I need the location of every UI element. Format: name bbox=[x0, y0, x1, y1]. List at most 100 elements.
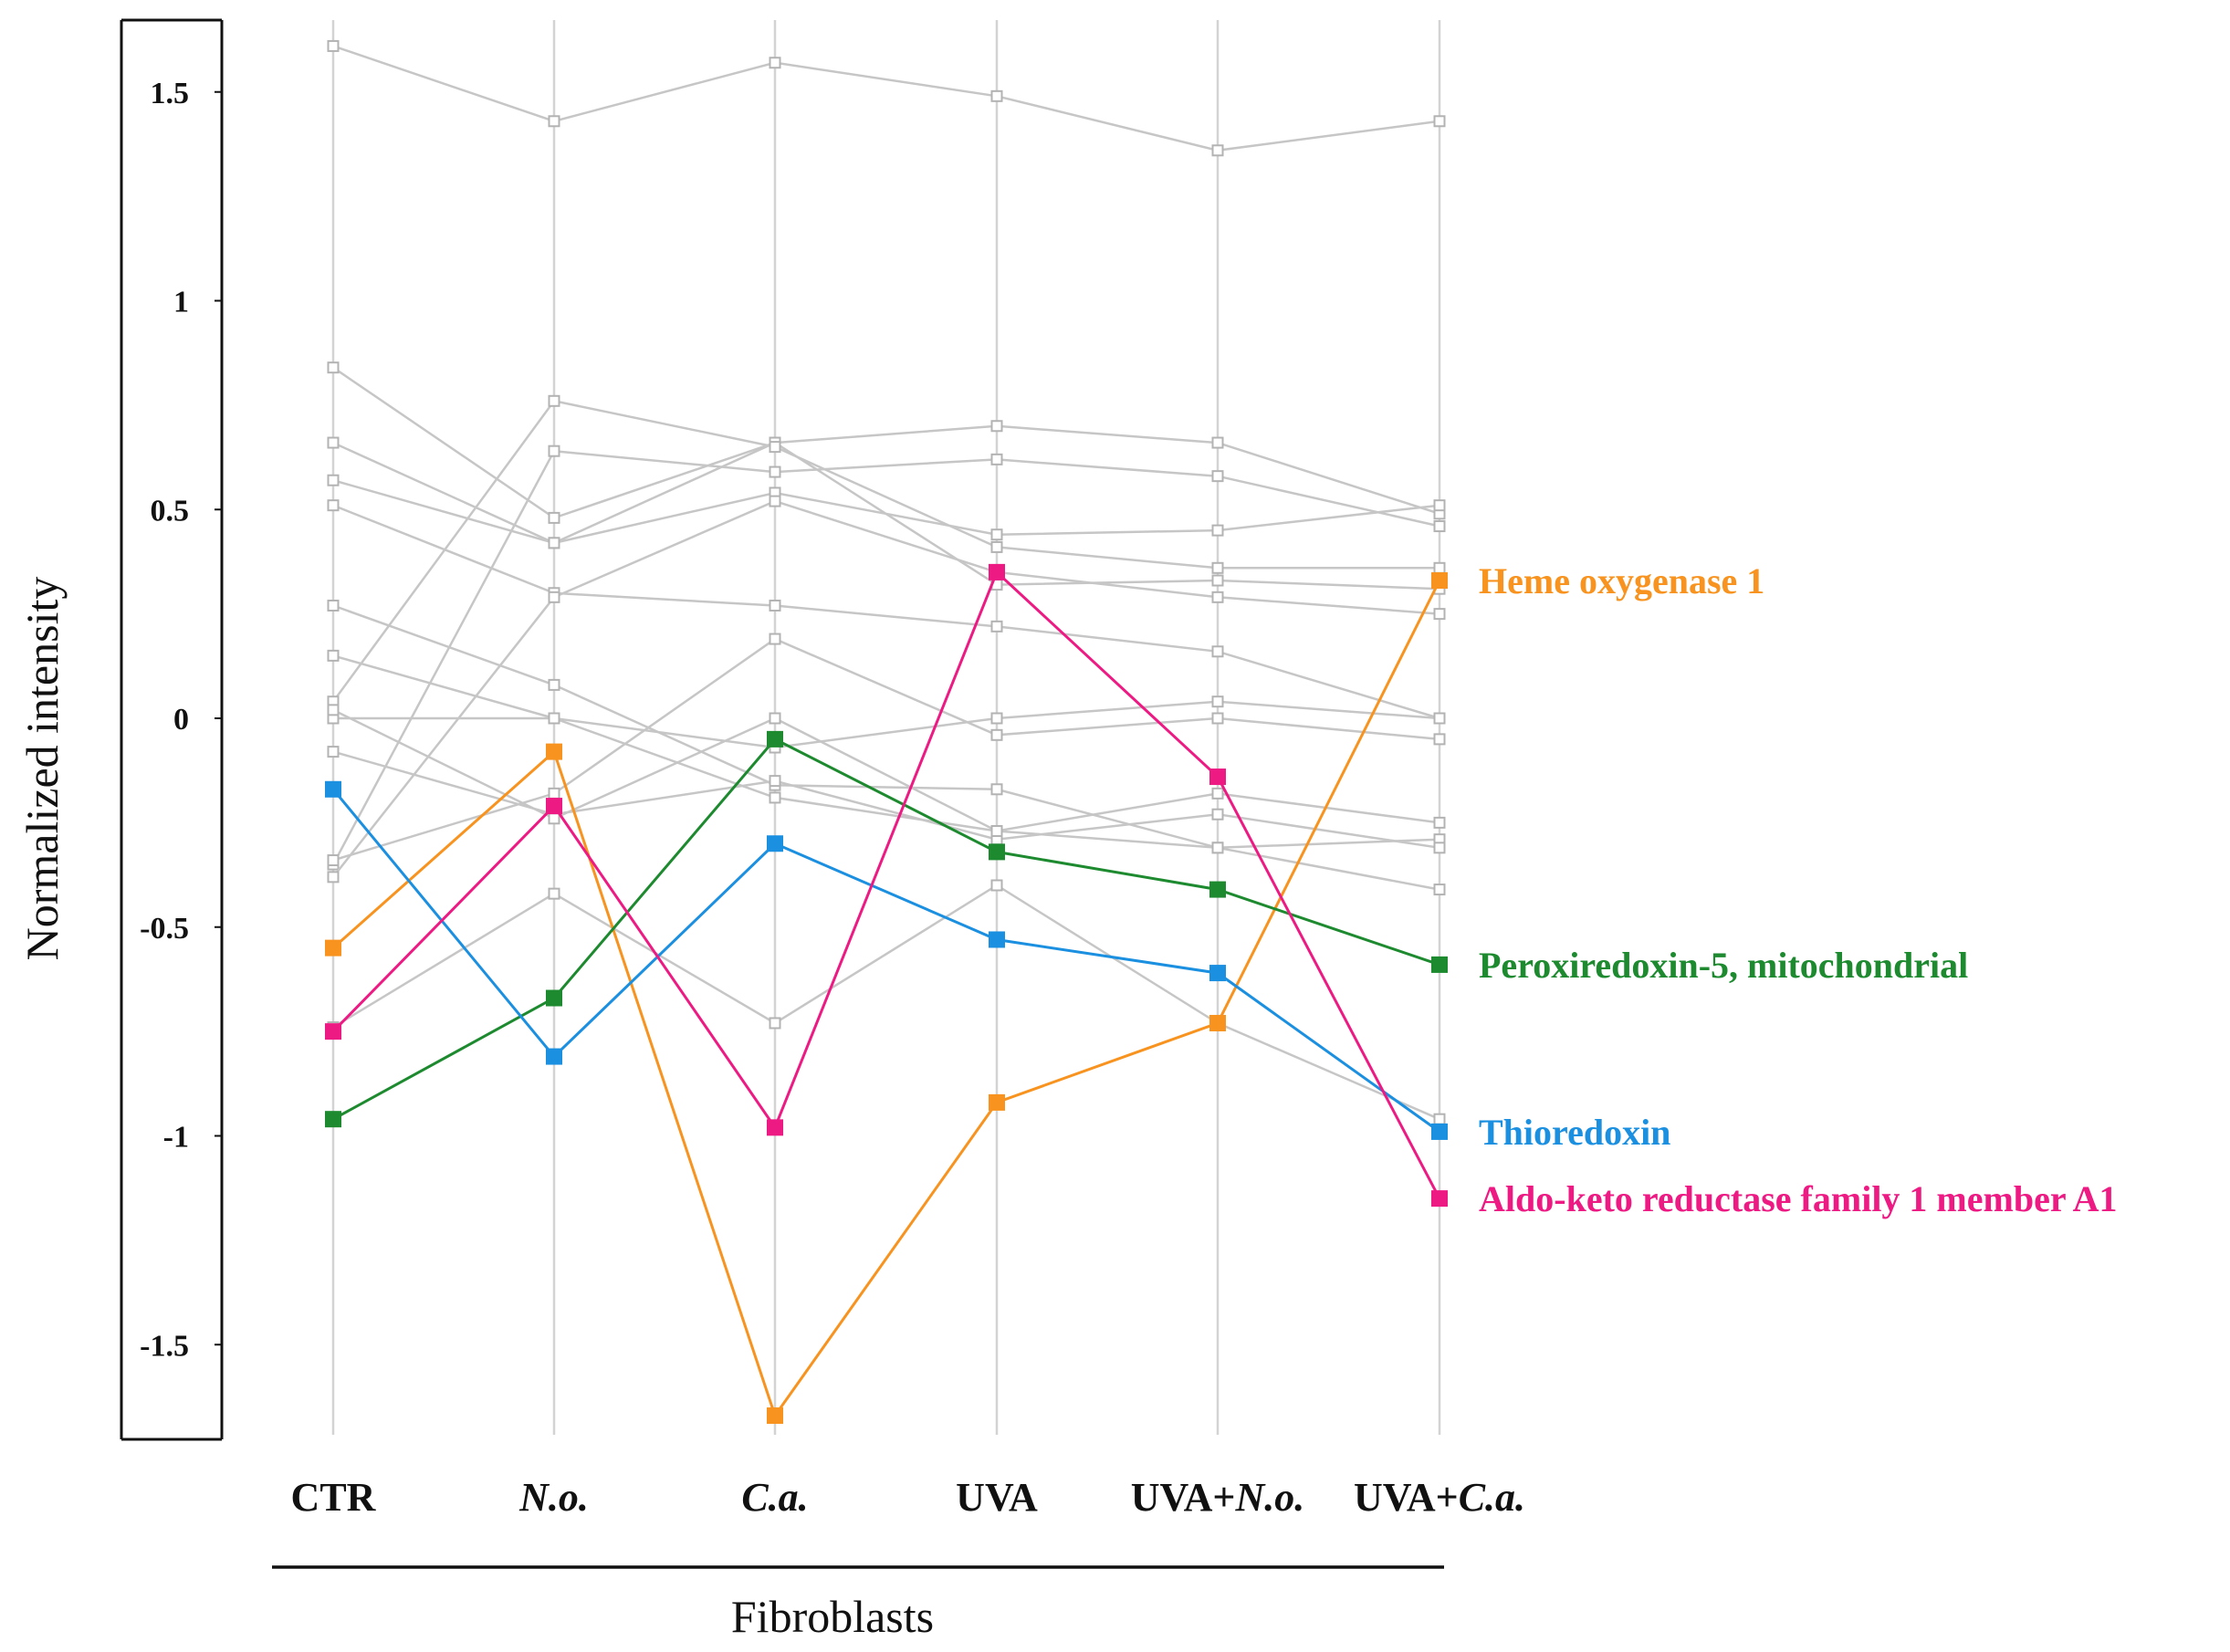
background-point bbox=[327, 704, 340, 716]
background-point bbox=[1211, 787, 1224, 800]
background-point bbox=[769, 775, 781, 788]
x-tick-label: UVA+C.a. bbox=[1354, 1475, 1525, 1520]
background-point bbox=[548, 591, 560, 603]
series-point bbox=[767, 1119, 783, 1136]
background-point bbox=[769, 465, 781, 478]
series-point bbox=[767, 730, 783, 748]
series-point bbox=[546, 989, 562, 1007]
background-line bbox=[332, 637, 1440, 862]
x-tick-label-italic: N.o. bbox=[518, 1475, 589, 1520]
background-point bbox=[327, 436, 340, 449]
background-point bbox=[1211, 470, 1224, 483]
background-line bbox=[332, 504, 1440, 720]
background-line bbox=[332, 45, 1440, 152]
series-point bbox=[546, 798, 562, 815]
background-point bbox=[990, 825, 1003, 838]
background-point bbox=[1433, 816, 1446, 829]
background-point bbox=[327, 474, 340, 486]
series-point bbox=[1209, 881, 1226, 898]
background-point bbox=[769, 633, 781, 645]
background-series-0 bbox=[327, 39, 1446, 157]
background-series-14 bbox=[327, 633, 1446, 867]
series-point bbox=[989, 563, 1005, 580]
background-series-1 bbox=[327, 361, 1446, 524]
background-point bbox=[1211, 645, 1224, 658]
background-point bbox=[990, 620, 1003, 633]
background-point bbox=[1433, 561, 1446, 574]
series-point bbox=[1431, 1123, 1448, 1140]
background-point bbox=[990, 420, 1003, 433]
background-point bbox=[548, 537, 560, 549]
background-series-2 bbox=[327, 436, 1446, 549]
background-point bbox=[327, 854, 340, 867]
series-point bbox=[325, 780, 341, 798]
background-point bbox=[327, 649, 340, 662]
series-labels: Heme oxygenase 1 Peroxiredoxin-5, mitocho… bbox=[1479, 560, 2118, 1219]
y-tick-label: 0 bbox=[173, 703, 189, 737]
background-point bbox=[769, 57, 781, 69]
y-tick-label: 1.5 bbox=[151, 77, 190, 110]
background-series-4 bbox=[327, 499, 1446, 725]
x-tick-label-italic: N.o. bbox=[1234, 1475, 1304, 1520]
series-point bbox=[1431, 1190, 1448, 1208]
background-point bbox=[548, 887, 560, 900]
x-tick-label-italic: C.a. bbox=[741, 1475, 808, 1520]
highlighted-series-group bbox=[325, 563, 1448, 1425]
background-point bbox=[1211, 561, 1224, 574]
background-series-7 bbox=[327, 394, 1446, 708]
background-line bbox=[331, 449, 1440, 865]
x-tick-label-italic: C.a. bbox=[1459, 1475, 1525, 1520]
background-point bbox=[1211, 436, 1224, 449]
background-point bbox=[548, 444, 560, 457]
background-point bbox=[990, 528, 1003, 541]
series-point bbox=[1209, 965, 1226, 982]
series-point bbox=[989, 843, 1005, 861]
background-point bbox=[548, 812, 560, 825]
series-peroxiredoxin-5-mitochondrial bbox=[325, 730, 1448, 1128]
background-line bbox=[331, 399, 1440, 703]
background-point bbox=[327, 746, 340, 758]
x-axis: CTR N.o. C.a. UVA UVA+N.o. UVA+C.a. bbox=[272, 1475, 1525, 1569]
x-tick-label-prefix: UVA+ bbox=[1354, 1475, 1459, 1520]
background-point bbox=[1211, 808, 1224, 821]
background-point bbox=[769, 712, 781, 725]
background-point bbox=[990, 728, 1003, 741]
y-tick-label: -0.5 bbox=[140, 912, 189, 946]
background-point bbox=[1433, 842, 1446, 854]
background-series-9 bbox=[327, 746, 1446, 854]
background-point bbox=[769, 1017, 781, 1030]
background-point bbox=[769, 791, 781, 804]
series-label-heme-oxygenase-1: Heme oxygenase 1 bbox=[1479, 560, 1764, 601]
background-point bbox=[548, 511, 560, 524]
background-line bbox=[332, 366, 1440, 519]
vertical-gridlines bbox=[331, 20, 1441, 1435]
x-tick-label-prefix: CTR bbox=[291, 1475, 377, 1520]
background-line bbox=[332, 708, 1440, 832]
background-point bbox=[1211, 144, 1224, 157]
series-line bbox=[332, 580, 1441, 1419]
x-tick-label: N.o. bbox=[518, 1475, 589, 1520]
background-line bbox=[333, 700, 1440, 749]
series-point bbox=[989, 1093, 1005, 1111]
series-point bbox=[1431, 956, 1448, 973]
background-point bbox=[990, 89, 1003, 102]
background-series-12 bbox=[327, 704, 1446, 838]
background-point bbox=[327, 361, 340, 374]
series-point bbox=[767, 835, 783, 852]
background-point bbox=[548, 115, 560, 128]
y-axis-label: Normalized intensity bbox=[16, 577, 68, 961]
series-label-peroxiredoxin-5-mitochondrial: Peroxiredoxin-5, mitochondrial bbox=[1479, 945, 1968, 986]
background-point bbox=[990, 540, 1003, 553]
background-series-group bbox=[327, 39, 1446, 1125]
series-point bbox=[1209, 768, 1226, 786]
background-point bbox=[1433, 712, 1446, 725]
series-point bbox=[325, 1023, 341, 1040]
background-series-8 bbox=[327, 695, 1446, 754]
series-point bbox=[325, 1111, 341, 1128]
background-point bbox=[1433, 520, 1446, 533]
x-axis-label: Fibroblasts bbox=[731, 1591, 934, 1642]
background-point bbox=[990, 712, 1003, 725]
series-point bbox=[546, 743, 562, 760]
background-series-10 bbox=[327, 444, 1446, 871]
series-line bbox=[331, 788, 1440, 1134]
